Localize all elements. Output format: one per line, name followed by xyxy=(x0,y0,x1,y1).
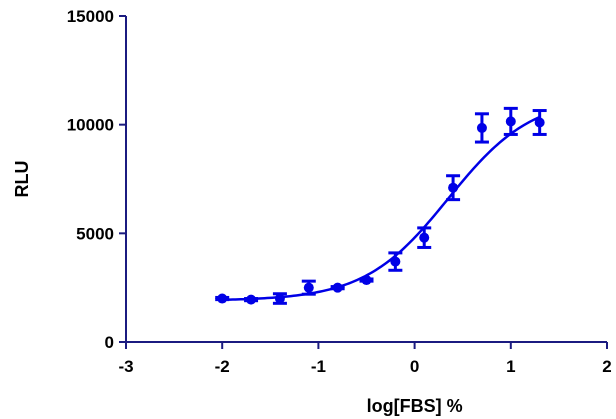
x-tick-label: 2 xyxy=(602,357,611,376)
data-point-group xyxy=(359,275,374,286)
data-point-group xyxy=(272,292,287,305)
data-point-group xyxy=(446,174,461,202)
data-point-group xyxy=(330,282,345,293)
x-tick-label: 0 xyxy=(410,357,419,376)
data-points-layer xyxy=(215,106,547,305)
data-point-group xyxy=(301,279,316,296)
y-tick-label: 10000 xyxy=(67,116,114,135)
data-point xyxy=(332,282,343,293)
y-axis-title: RLU xyxy=(12,161,32,198)
data-point-group xyxy=(532,109,547,136)
fit-curve-layer xyxy=(222,115,541,302)
data-point xyxy=(448,182,459,193)
data-point xyxy=(419,232,430,243)
data-point xyxy=(534,117,545,128)
data-point xyxy=(303,282,314,293)
data-point xyxy=(274,293,285,304)
data-point xyxy=(390,256,401,267)
axes-layer: -3 -2 -1 0 1 2 0 5000 10000 15000 xyxy=(67,7,612,376)
data-point-group xyxy=(474,112,489,144)
data-point-group xyxy=(244,294,259,305)
data-point xyxy=(217,293,228,304)
data-point-group xyxy=(503,106,518,136)
x-tick-label: -2 xyxy=(215,357,230,376)
fit-curve xyxy=(222,115,541,302)
data-point xyxy=(361,275,372,286)
x-tick-label: -1 xyxy=(311,357,326,376)
x-axis-title: log[FBS] % xyxy=(367,396,463,416)
y-tick-label: 15000 xyxy=(67,7,114,26)
data-point xyxy=(246,294,257,305)
data-point-group xyxy=(388,251,403,272)
y-tick-label: 0 xyxy=(105,333,114,352)
x-tick-label: -3 xyxy=(118,357,133,376)
x-tick-label: 1 xyxy=(506,357,515,376)
y-tick-label: 5000 xyxy=(76,224,114,243)
data-point xyxy=(505,116,516,127)
data-point xyxy=(476,122,487,133)
data-point-group xyxy=(215,293,230,304)
data-point-group xyxy=(417,226,432,249)
